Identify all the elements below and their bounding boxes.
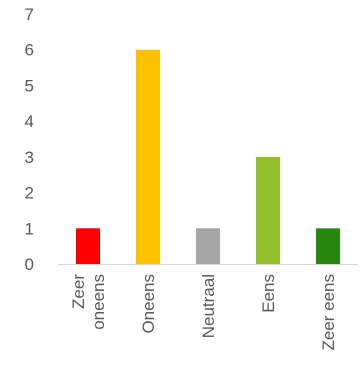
x-tick-label: Zeer [69, 274, 88, 309]
bar [316, 228, 340, 264]
x-tick-label: Eens [259, 274, 278, 313]
x-tick-label: Neutraal [199, 274, 218, 338]
y-tick-label: 0 [25, 255, 34, 274]
y-tick-label: 4 [25, 112, 34, 131]
bar [256, 156, 280, 264]
bar [196, 228, 220, 264]
y-tick-label: 3 [25, 148, 34, 167]
x-axis-labels: Zeer oneens Oneens Neutraal Eens Zeer eens [69, 274, 338, 351]
bar [76, 228, 100, 264]
x-tick-label: Oneens [139, 274, 158, 334]
y-axis-ticks: 0 1 2 3 4 5 6 7 [25, 5, 34, 274]
y-tick-label: 6 [25, 41, 34, 60]
y-tick-label: 2 [25, 184, 34, 203]
y-tick-label: 1 [25, 219, 34, 238]
y-tick-label: 5 [25, 76, 34, 95]
bars [76, 49, 340, 264]
x-tick-label: Zeer eens [319, 274, 338, 351]
y-tick-label: 7 [25, 5, 34, 24]
x-tick-label: oneens [89, 274, 108, 330]
bar [136, 49, 160, 264]
